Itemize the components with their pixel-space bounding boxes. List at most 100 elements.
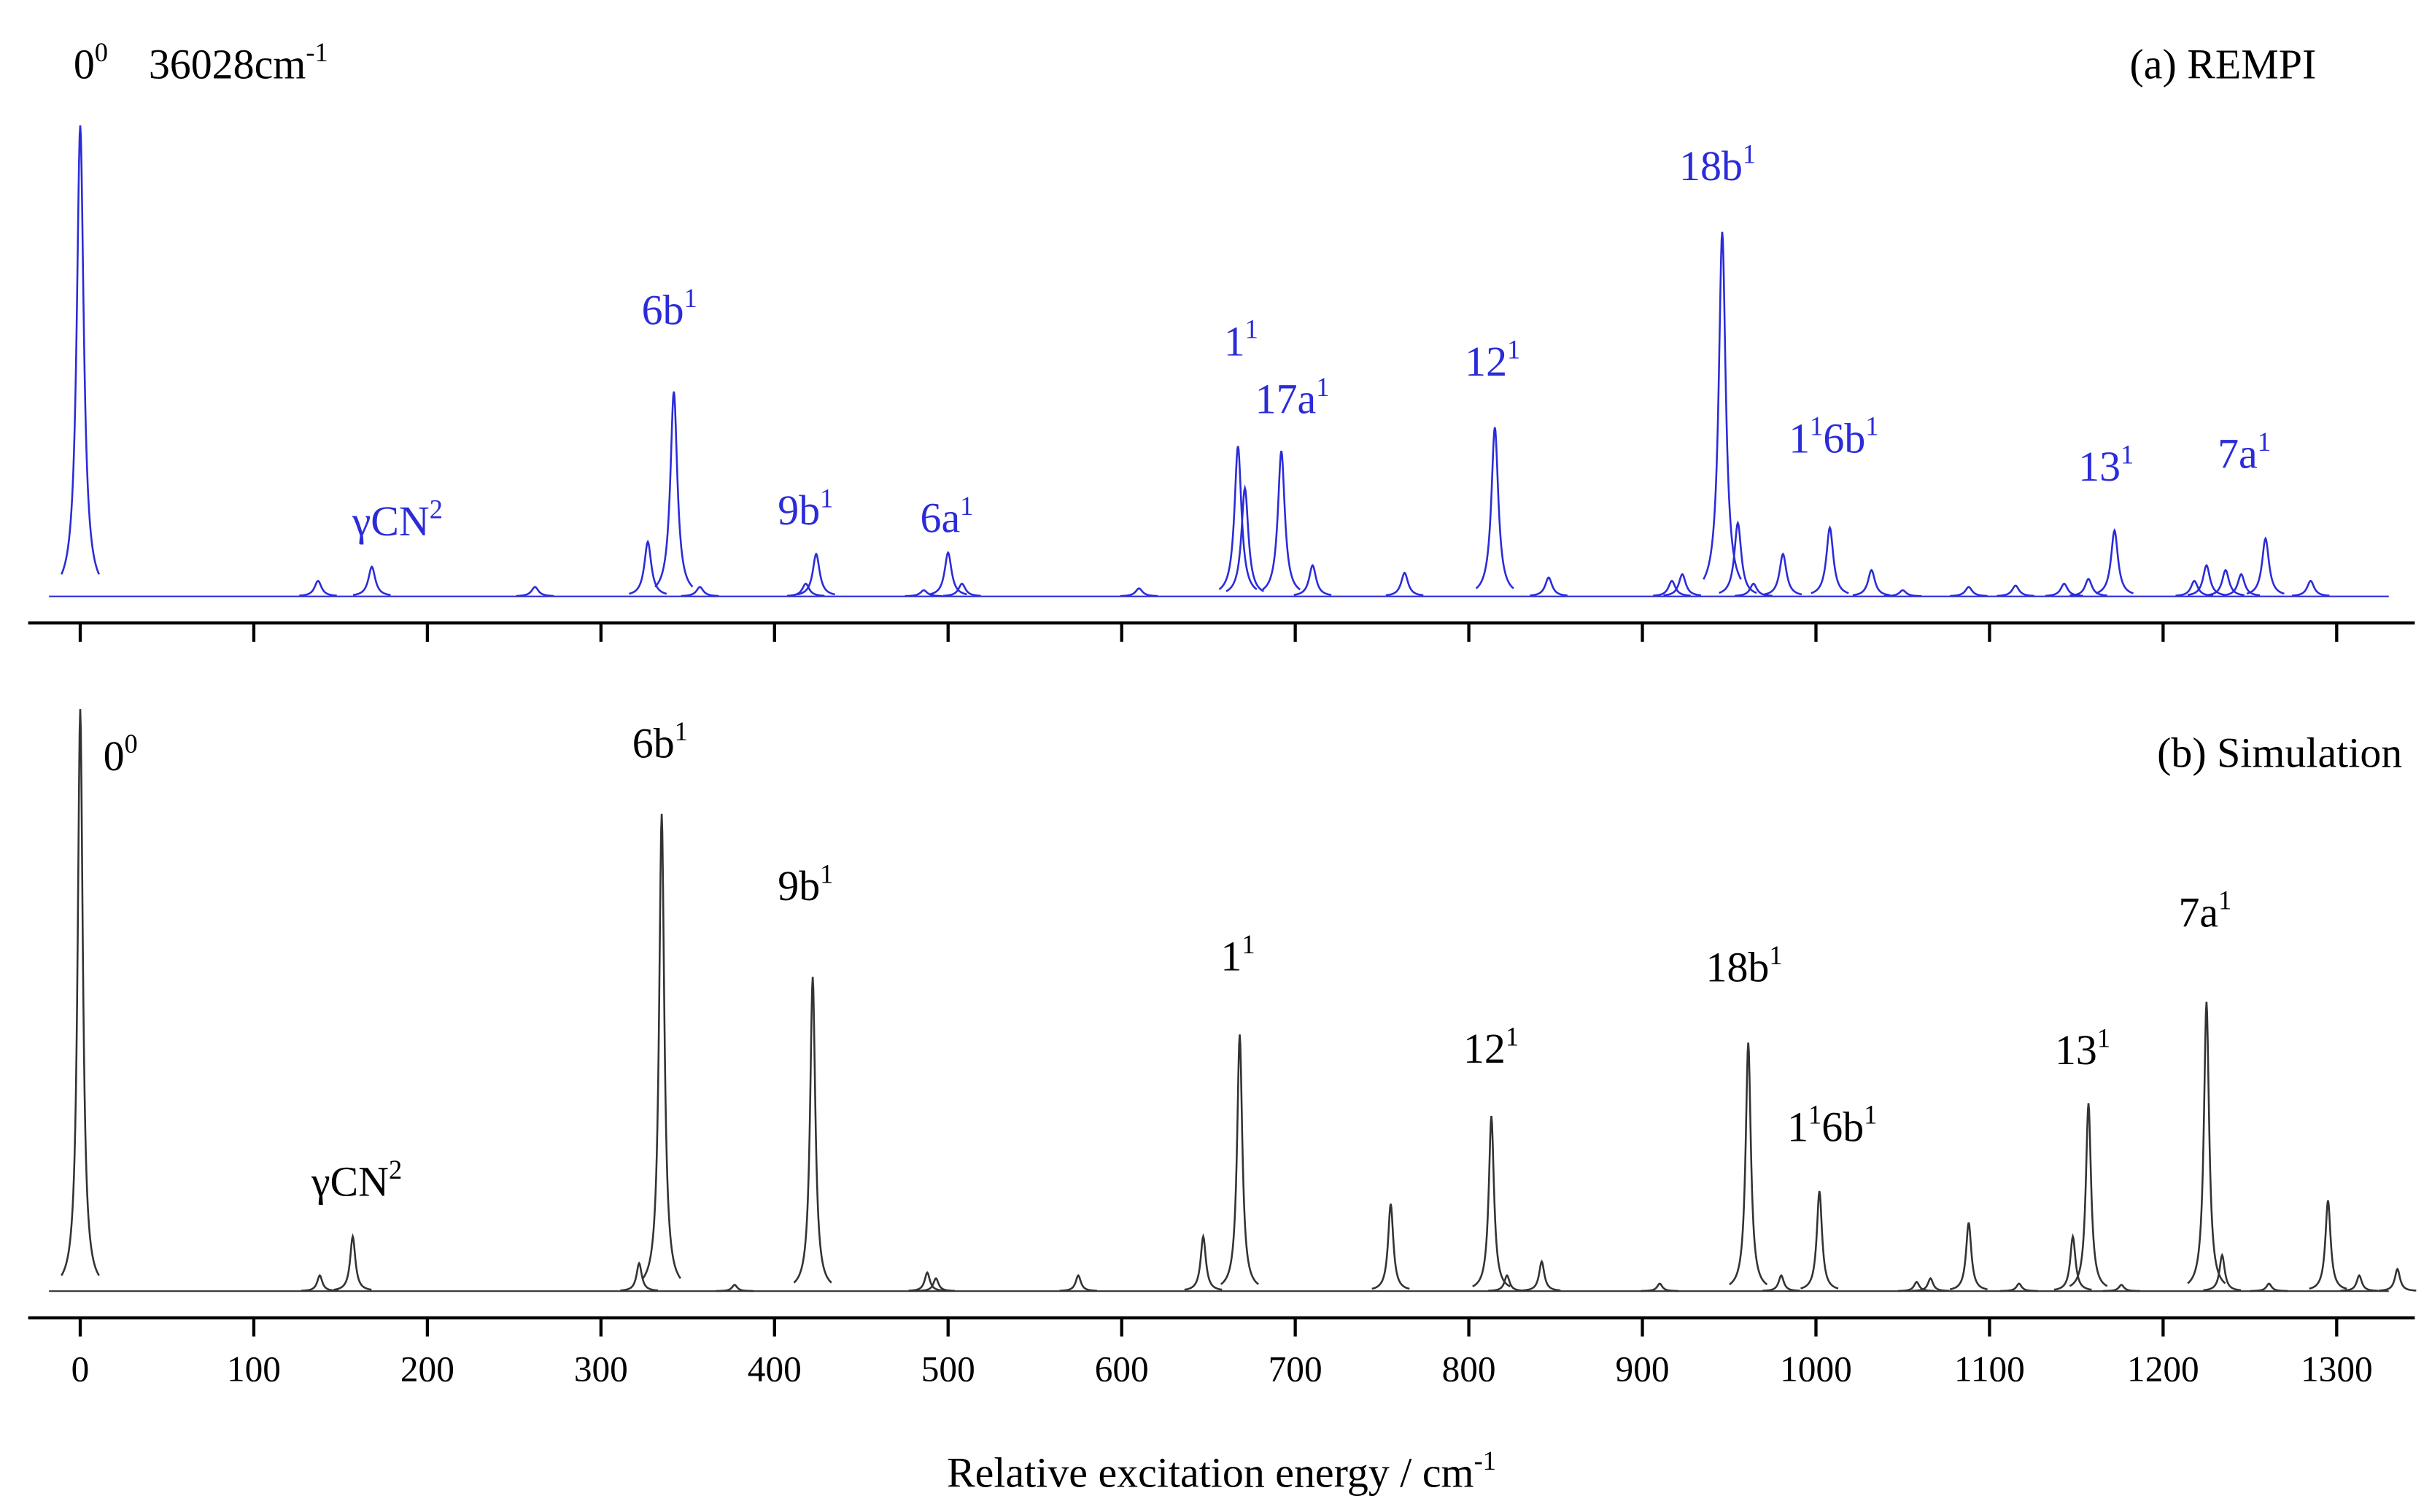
peak [333,1233,372,1291]
peak-label: 11 [1220,930,1255,980]
x-tick-label: 200 [400,1349,454,1389]
peak [2203,1252,2242,1292]
peak [2000,1282,2038,1292]
peak [797,552,835,596]
peak-label-text: 1 [1787,1103,1808,1150]
peak [352,565,391,597]
peak-label-sup: 1 [2218,886,2231,915]
peak [1293,564,1332,596]
peak-label: 121 [1465,336,1520,386]
peak [1949,1222,1988,1290]
peak [1703,231,1742,580]
peak [681,586,719,597]
peak [61,709,100,1276]
peak-label: 7a1 [2218,427,2271,478]
peak-label-sup: 1 [1864,1101,1877,1130]
peak [1530,576,1568,597]
peak-label-text: 1 [1220,932,1242,980]
peak-label-text: 7a [2218,430,2258,478]
peak [917,1277,955,1292]
peak-label-text: 12 [1465,338,1507,385]
peak-label: 11 [1224,315,1258,365]
peak-label: 6b1 [632,717,688,767]
peak [2095,527,2134,594]
peak [2053,1233,2092,1291]
peak-label-sup: 1 [1808,1101,1821,1130]
peak [1811,524,1849,594]
peak [1734,582,1773,597]
peak [299,579,337,597]
peak-label-text: 0 [74,41,95,88]
peak [1764,552,1802,596]
peak [301,1273,339,1292]
x-tick-label: 1100 [1954,1349,2025,1389]
peak [786,582,825,597]
peak [1371,1203,1410,1290]
peak [905,589,943,597]
peak [2102,1284,2141,1292]
x-axis-label: Relative excitation energy / cm-1 [947,1446,1496,1497]
peak-label-sup: 1 [1506,1022,1519,1051]
x-tick-label: 0 [71,1349,90,1389]
peak-label-text: 6b [1821,1103,1864,1150]
peak [1950,586,1988,597]
peak [908,1271,946,1292]
peak [1225,484,1264,592]
peak-label-sup: 0 [125,729,138,759]
peak [1488,1273,1526,1292]
peak [1883,589,1922,597]
x-tick-label: 500 [921,1349,975,1389]
peak-label: 18b1 [1679,139,1756,190]
peak [1729,1042,1768,1286]
peak-label-text: 36028cm [149,41,306,88]
peak [2069,1103,2108,1287]
peak-label-text: γCN [352,497,430,545]
peak-label-text: 13 [2078,443,2121,490]
peak-label: 116b1 [1789,412,1878,462]
peak [1184,1233,1223,1291]
peak-label-text: 1 [1789,414,1810,462]
peak [1800,1190,1839,1290]
x-tick-label: 700 [1269,1349,1323,1389]
peak [1220,1034,1260,1285]
peak-label-sup: 2 [430,495,443,524]
x-tick-label: 1300 [2301,1349,2373,1389]
peak-label-text: 12 [1463,1025,1506,1072]
peak-label-sup: 1 [1865,412,1878,441]
peak-label: 121 [1463,1022,1519,1072]
peak-label-text: 0 [104,732,125,780]
peak-label-sup: 1 [1242,930,1255,959]
peak [1762,1273,1800,1292]
peak [1719,520,1757,594]
peak-label-sup: 1 [684,284,697,313]
peak-label: 36028cm-1 [149,38,328,88]
peak-label: 6a1 [921,492,974,542]
peak-label-text: 18b [1679,142,1743,190]
peak-label-sup: 1 [960,492,973,521]
peak [1641,1282,1679,1292]
peak [929,551,967,596]
peak [516,586,554,597]
peak-label: 00 [104,729,138,780]
peak-label-text: 7a [2178,888,2218,936]
peak-label-sup: -1 [306,38,328,67]
peak [1385,571,1424,597]
peak-label-sup: 1 [1743,139,1756,168]
peak-label-sup: 1 [820,859,833,888]
peak [1218,446,1258,591]
peak-label-text: 18b [1706,943,1770,990]
peak-label-sup: 2 [389,1155,402,1185]
x-tick-label: 100 [227,1349,281,1389]
peak [642,813,681,1279]
peak-label: γCN2 [352,495,443,545]
peak [1663,573,1702,597]
peak-label-text: 6a [921,495,961,542]
peak [2340,1273,2379,1292]
peak-label-sup: 1 [675,717,688,746]
peak-label: γCN2 [311,1155,402,1206]
peak-label-sup: 0 [95,38,108,67]
x-axis-label-text: Relative excitation energy / cm [947,1449,1474,1496]
peak [2246,536,2285,595]
panel-title: (b) Simulation [2157,729,2402,777]
peak-label-text: 6b [632,720,675,767]
